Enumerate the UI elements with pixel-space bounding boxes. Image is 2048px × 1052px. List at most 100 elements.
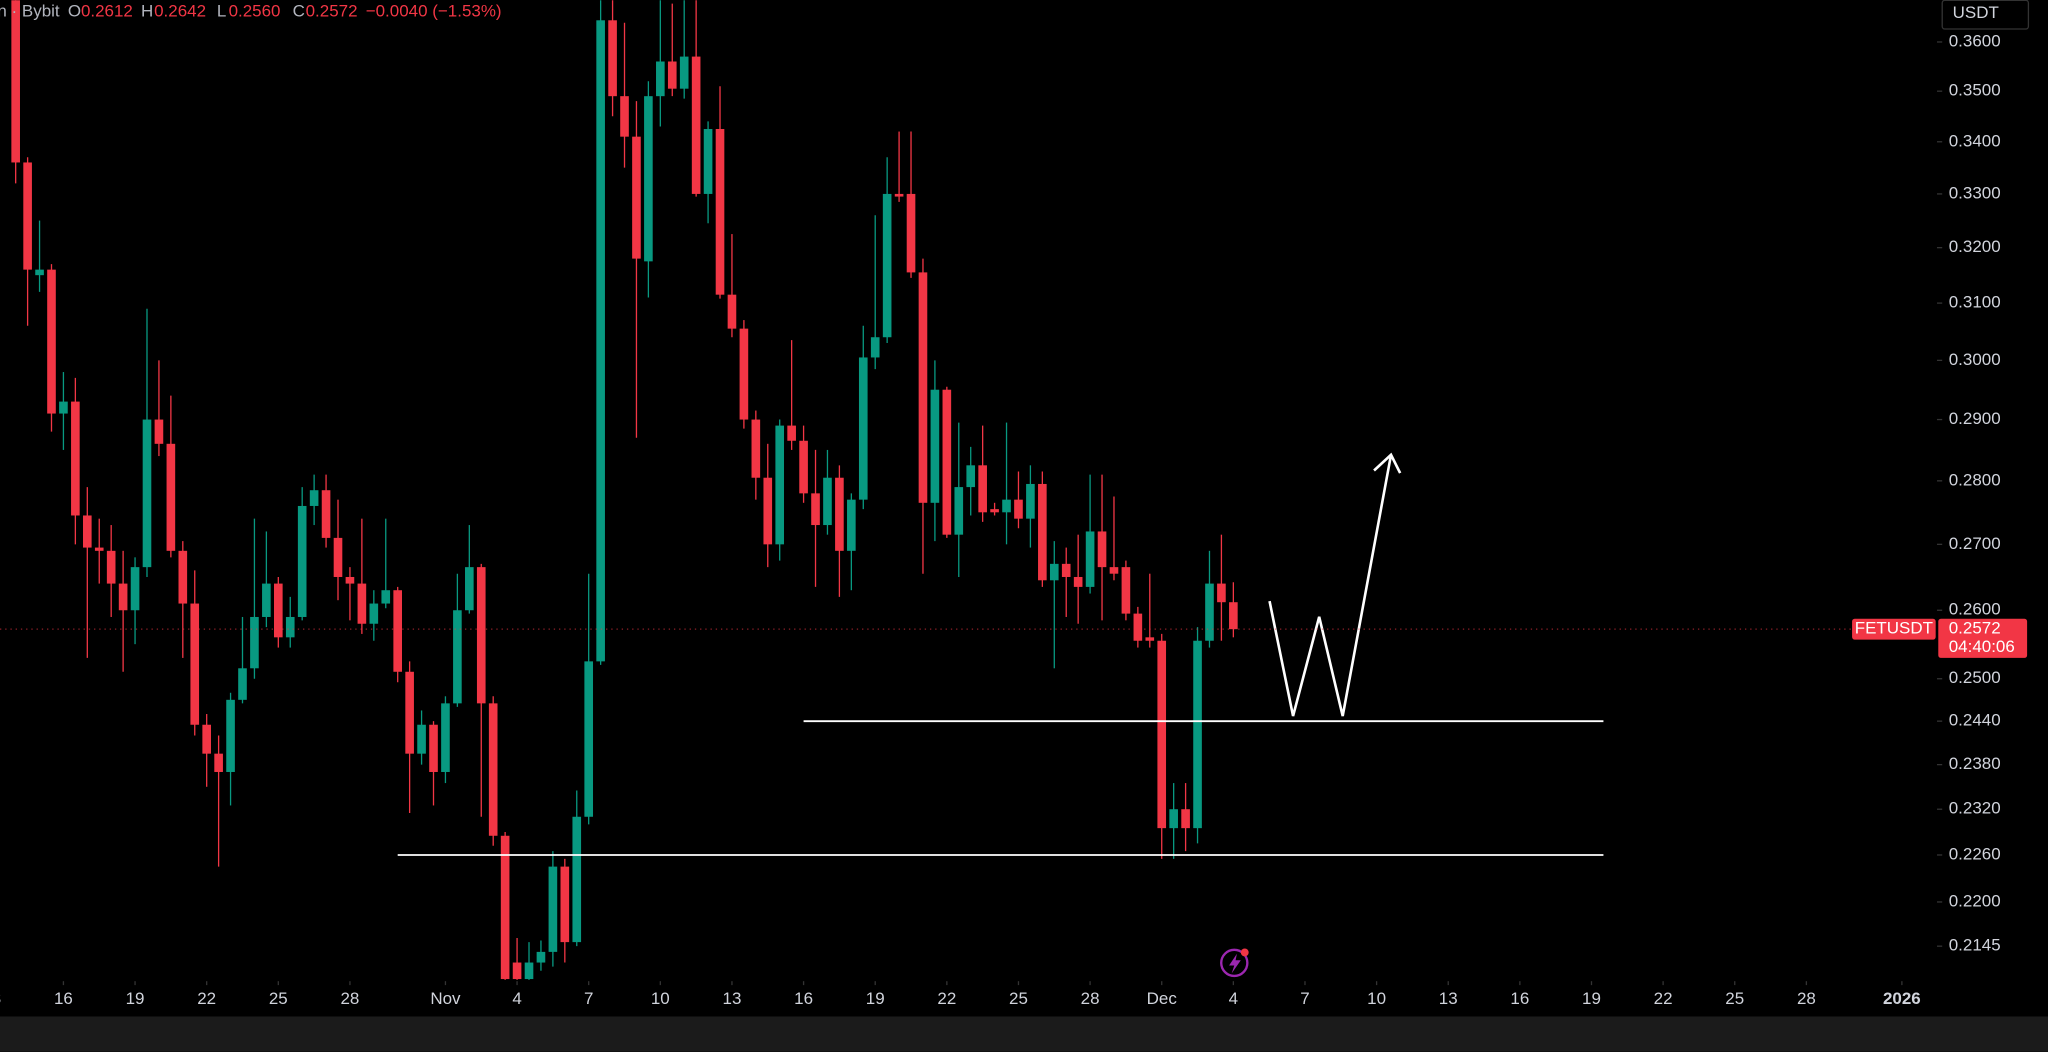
candle-body (214, 753, 223, 772)
candle-body (82, 515, 92, 548)
candle-body (262, 583, 271, 617)
candle-body (739, 328, 749, 420)
alert-icon[interactable] (1220, 948, 1249, 978)
x-tick-label: 25 (1725, 989, 1744, 1008)
candle-body (572, 816, 582, 943)
candle-body (775, 425, 785, 545)
candle-body (441, 703, 450, 772)
countdown: 04:40:06 (1949, 637, 2015, 656)
candle-body (488, 703, 498, 836)
bottom-bar (0, 1016, 2048, 1052)
candle-body (1217, 583, 1226, 603)
price-tag-value: 0.2572 (1949, 619, 2001, 638)
candle-body (799, 440, 808, 494)
candle-body (1133, 613, 1143, 641)
y-tick-label: 0.3500 (1949, 81, 2001, 100)
candle-body (166, 443, 176, 551)
candle-body (59, 401, 68, 414)
candle-body (476, 567, 486, 704)
candle-body (405, 671, 414, 754)
candle-body (1026, 483, 1035, 519)
x-tick-label: 22 (1654, 989, 1673, 1008)
candle-body (333, 537, 343, 577)
currency-button[interactable] (1941, 0, 2030, 30)
x-tick-label: 28 (1797, 989, 1816, 1008)
candle-body (393, 590, 403, 672)
y-tick-label: 0.2200 (1949, 891, 2001, 910)
candle-body (656, 61, 665, 97)
candle-body (500, 835, 510, 980)
y-tick-label: 0.2320 (1949, 799, 2001, 818)
y-tick-label: 0.2500 (1949, 668, 2001, 687)
candle-body (429, 724, 438, 772)
low-label: L (217, 2, 226, 21)
candle-body (274, 583, 283, 638)
candle-body (1061, 563, 1071, 577)
candle-body (453, 610, 462, 704)
candle-body (202, 724, 211, 754)
candle-body (966, 465, 976, 488)
x-tick-label: 25 (269, 989, 288, 1008)
candle-body (1073, 576, 1083, 587)
x-tick-label: 19 (126, 989, 145, 1008)
arrow-head (1373, 452, 1402, 474)
candle-body (417, 724, 426, 754)
open-value: 0.2612 (81, 2, 133, 21)
x-tick-label: 13 (723, 989, 742, 1008)
candle-body (1121, 567, 1131, 614)
close-value: 0.2572 (306, 2, 358, 21)
candle-body (130, 567, 140, 611)
candle-body (1229, 602, 1238, 630)
x-tick-label: 13 (1439, 989, 1458, 1008)
candle-body (1109, 567, 1119, 574)
x-tick-label: Nov (430, 989, 461, 1008)
candle-body (250, 616, 259, 669)
candle-body (548, 866, 558, 952)
y-tick-label: 0.2260 (1949, 844, 2001, 863)
x-tick-label: 10 (1367, 989, 1386, 1008)
candle-body (870, 337, 880, 358)
candle-body (11, 0, 20, 163)
y-tick-label: 0.2800 (1949, 470, 2001, 489)
candle-body (1145, 637, 1155, 641)
x-tick-label: 4 (1229, 989, 1238, 1008)
candle-body (811, 493, 820, 526)
candle-body (154, 419, 164, 444)
x-tick-label: 16 (794, 989, 813, 1008)
high-label: H (141, 2, 153, 21)
y-tick-label: 0.2145 (1949, 936, 2001, 955)
y-tick-label: 0.3100 (1949, 293, 2001, 312)
y-tick-label: 0.2380 (1949, 754, 2001, 773)
candle-body (285, 616, 295, 638)
candle-body (930, 389, 940, 503)
x-tick-label: 16 (54, 989, 73, 1008)
x-tick-label: Dec (1147, 989, 1178, 1008)
candle-body (1049, 563, 1059, 581)
candle-body (906, 193, 916, 273)
candle-body (1014, 499, 1023, 519)
change-value: −0.0040 (−1.53%) (366, 2, 502, 21)
y-tick-label: 0.2700 (1949, 534, 2001, 553)
candle-body (465, 567, 474, 611)
candle-body (238, 668, 247, 700)
candle-body (35, 269, 44, 276)
candle-body (703, 129, 713, 194)
candle-body (106, 550, 116, 584)
candle-body (787, 425, 796, 441)
x-tick-label: 13 (0, 989, 1, 1008)
x-tick-label: 28 (1081, 989, 1100, 1008)
candle-body (727, 294, 737, 329)
y-tick-label: 0.3600 (1949, 31, 2001, 50)
candle-body (596, 20, 605, 662)
currency-label[interactable]: USDT (1953, 3, 1999, 22)
candle-body (190, 603, 200, 725)
candle-body (918, 272, 928, 503)
symbol-tag (1852, 618, 1936, 640)
x-tick-label: 7 (584, 989, 593, 1008)
x-tick-label: 2026 (1883, 989, 1921, 1008)
x-tick-label: 19 (1582, 989, 1601, 1008)
candle-body (142, 419, 152, 568)
candle-body (1085, 531, 1095, 587)
high-value: 0.2642 (154, 2, 206, 21)
